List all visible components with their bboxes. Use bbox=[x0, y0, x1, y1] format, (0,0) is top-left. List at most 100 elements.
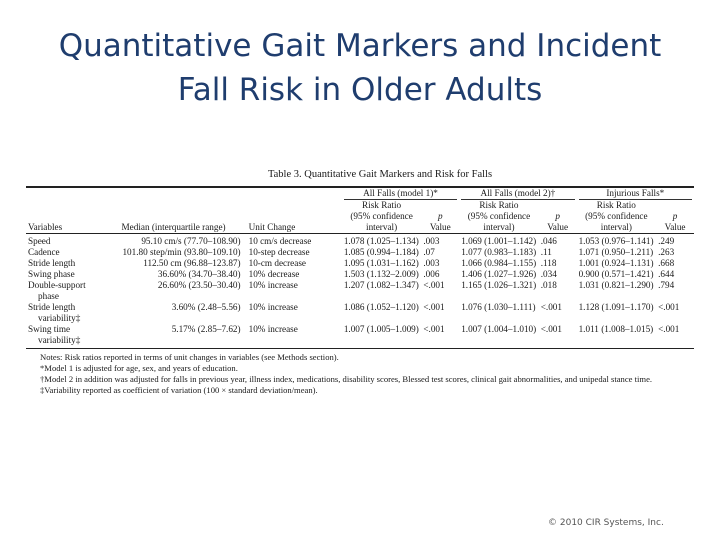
subheader-risk-ratio: Risk Ratio (95% confidence bbox=[467, 200, 531, 221]
cell-p-model-1: <.001 bbox=[423, 302, 445, 312]
cell-median: 112.50 cm (96.88–123.87) bbox=[143, 258, 241, 268]
cell-p-model-2: .118 bbox=[540, 258, 557, 268]
cell-variable: Stride length variability‡ bbox=[28, 302, 81, 323]
cell-p-injurious: .263 bbox=[658, 247, 675, 257]
cell-p-model-1: .006 bbox=[423, 269, 440, 279]
slide-title-line-1: Quantitative Gait Markers and Incident bbox=[58, 28, 662, 64]
subheader-p: p bbox=[555, 211, 560, 221]
cell-risk-ratio-injurious: 1.053 (0.976–1.141) bbox=[576, 233, 657, 247]
note-line: *Model 1 is adjusted for age, sex, and y… bbox=[40, 363, 238, 373]
cell-p-model-2: .034 bbox=[540, 269, 557, 279]
cell-variable: Stride length bbox=[28, 258, 76, 268]
cell-risk-ratio-model-2: 1.165 (1.026–1.321) bbox=[461, 280, 537, 290]
cell-p-injurious: .249 bbox=[656, 233, 694, 247]
cell-risk-ratio-injurious: 1.011 (1.008–1.015) bbox=[576, 324, 657, 349]
cell-risk-ratio-model-2: 1.076 (1.030–1.111) bbox=[461, 302, 536, 312]
subheader-value: Value bbox=[547, 222, 569, 232]
cell-median: 95.10 cm/s (77.70–108.90) bbox=[119, 233, 243, 247]
cell-risk-ratio-model-1: 1.503 (1.132–2.009) bbox=[343, 269, 419, 279]
cell-variable: Swing phase bbox=[28, 269, 75, 279]
col-header-variables: Variables bbox=[28, 222, 63, 232]
table-row: Stride length 112.50 cm (96.88–123.87) 10-… bbox=[26, 258, 694, 269]
header-spacer bbox=[26, 186, 120, 200]
cell-risk-ratio-model-2: 1.007 (1.004–1.010) bbox=[459, 324, 539, 349]
group-header-injurious: Injurious Falls* bbox=[578, 188, 692, 200]
cell-unit-change: 10% decrease bbox=[248, 269, 300, 279]
subheader-interval: interval) bbox=[600, 222, 632, 232]
group-header-model-1: All Falls (model 1)* bbox=[343, 188, 458, 200]
cell-risk-ratio-model-2: 1.077 (0.983–1.183) bbox=[461, 247, 537, 257]
cell-risk-ratio-model-1: 1.078 (1.025–1.134) bbox=[341, 233, 422, 247]
cell-median: 5.17% (2.85–7.62) bbox=[119, 324, 243, 349]
table-row: Cadence 101.80 step/min (93.80–109.10) 10-… bbox=[26, 247, 694, 258]
cell-risk-ratio-model-1: 1.085 (0.994–1.184) bbox=[343, 247, 419, 257]
cell-risk-ratio-model-1: 1.086 (1.052–1.120) bbox=[343, 302, 419, 312]
table-row: Speed 95.10 cm/s (77.70–108.90) 10 cm/s de… bbox=[26, 233, 694, 247]
subheader-risk-ratio: Risk Ratio (95% confidence bbox=[350, 200, 413, 221]
copyright-notice: © 2010 CIR Systems, Inc. bbox=[548, 518, 664, 528]
cell-p-model-2: .046 bbox=[538, 233, 577, 247]
subheader-risk-ratio: Risk Ratio (95% confidence bbox=[585, 200, 648, 221]
header-spacer bbox=[242, 186, 342, 200]
note-line: Notes: Risk ratios reported in terms of … bbox=[40, 352, 339, 362]
cell-p-model-2: <.001 bbox=[540, 302, 562, 312]
table-notes: Notes: Risk ratios reported in terms of … bbox=[26, 352, 694, 396]
cell-median: 36.60% (34.70–38.40) bbox=[157, 269, 241, 279]
cell-risk-ratio-model-2: 1.406 (1.027–1.926) bbox=[461, 269, 537, 279]
table-row: Swing time variability‡ 5.17% (2.85–7.62) 1… bbox=[26, 324, 694, 349]
cell-risk-ratio-injurious: 1.031 (0.821–1.290) bbox=[578, 280, 654, 290]
cell-p-injurious: .794 bbox=[658, 280, 675, 290]
cell-risk-ratio-model-1: 1.207 (1.082–1.347) bbox=[343, 280, 419, 290]
cell-variable: Swing time variability‡ bbox=[26, 324, 120, 349]
slide-title: Quantitative Gait Markers and Incident F… bbox=[20, 24, 700, 112]
subheader-value: Value bbox=[664, 222, 686, 232]
cell-p-model-2: .018 bbox=[540, 280, 557, 290]
cell-p-model-2: <.001 bbox=[538, 324, 577, 349]
cell-unit-change: 10-cm decrease bbox=[248, 258, 306, 268]
subheader-value: Value bbox=[429, 222, 451, 232]
subheader-p: p bbox=[672, 211, 678, 221]
cell-p-model-1: .003 bbox=[421, 233, 460, 247]
subheader-p: p bbox=[437, 211, 443, 221]
cell-variable: Cadence bbox=[28, 247, 60, 257]
cell-median: 3.60% (2.48–5.56) bbox=[171, 302, 241, 312]
cell-p-injurious: .668 bbox=[658, 258, 675, 268]
col-header-median: Median (interquartile range) bbox=[121, 222, 226, 232]
table-body: Speed 95.10 cm/s (77.70–108.90) 10 cm/s de… bbox=[26, 233, 694, 349]
cell-risk-ratio-model-1: 1.095 (1.031–1.162) bbox=[343, 258, 419, 268]
cell-risk-ratio-model-1: 1.007 (1.005–1.009) bbox=[341, 324, 422, 349]
cell-risk-ratio-injurious: 1.001 (0.924–1.131) bbox=[578, 258, 654, 268]
cell-variable: Double-support phase bbox=[28, 280, 86, 301]
cell-p-model-1: .07 bbox=[423, 247, 435, 257]
cell-risk-ratio-injurious: 0.900 (0.571–1.421) bbox=[578, 269, 654, 279]
table-caption: Table 3. Quantitative Gait Markers and R… bbox=[267, 169, 493, 180]
header-spacer bbox=[119, 186, 243, 200]
cell-risk-ratio-model-2: 1.069 (1.001–1.142) bbox=[459, 233, 539, 247]
cell-unit-change: 10 cm/s decrease bbox=[242, 233, 342, 247]
table-row: Swing phase 36.60% (34.70–38.40) 10% decre… bbox=[26, 269, 694, 280]
gait-markers-table: All Falls (model 1)* All Falls (model 2)… bbox=[26, 186, 694, 349]
cell-median: 26.60% (23.50–30.40) bbox=[157, 280, 241, 290]
slide-title-line-2: Fall Risk in Older Adults bbox=[177, 72, 543, 108]
cell-unit-change: 10% increase bbox=[242, 324, 342, 349]
group-header-model-2: All Falls (model 2)† bbox=[461, 188, 575, 200]
cell-unit-change: 10% increase bbox=[248, 280, 298, 290]
subheader-interval: interval) bbox=[366, 222, 398, 232]
subheader-interval: interval) bbox=[483, 222, 515, 232]
cell-risk-ratio-injurious: 1.128 (1.091–1.170) bbox=[578, 302, 654, 312]
cell-p-model-1: <.001 bbox=[423, 280, 445, 290]
col-header-unit-change: Unit Change bbox=[248, 222, 296, 232]
cell-unit-change: 10-step decrease bbox=[248, 247, 310, 257]
table-row: Stride length variability‡ 3.60% (2.48–5.5… bbox=[26, 302, 694, 324]
cell-p-injurious: .644 bbox=[658, 269, 675, 279]
cell-median: 101.80 step/min (93.80–109.10) bbox=[122, 247, 241, 257]
cell-p-injurious: <.001 bbox=[656, 324, 694, 349]
cell-p-model-2: .11 bbox=[540, 247, 552, 257]
cell-risk-ratio-model-2: 1.066 (0.984–1.155) bbox=[461, 258, 537, 268]
cell-p-model-1: <.001 bbox=[421, 324, 460, 349]
table-row: Double-support phase 26.60% (23.50–30.40) 1… bbox=[26, 280, 694, 302]
note-line: †Model 2 in addition was adjusted for fa… bbox=[40, 374, 653, 384]
cell-p-injurious: <.001 bbox=[658, 302, 680, 312]
cell-unit-change: 10% increase bbox=[248, 302, 298, 312]
cell-p-model-1: .003 bbox=[423, 258, 440, 268]
